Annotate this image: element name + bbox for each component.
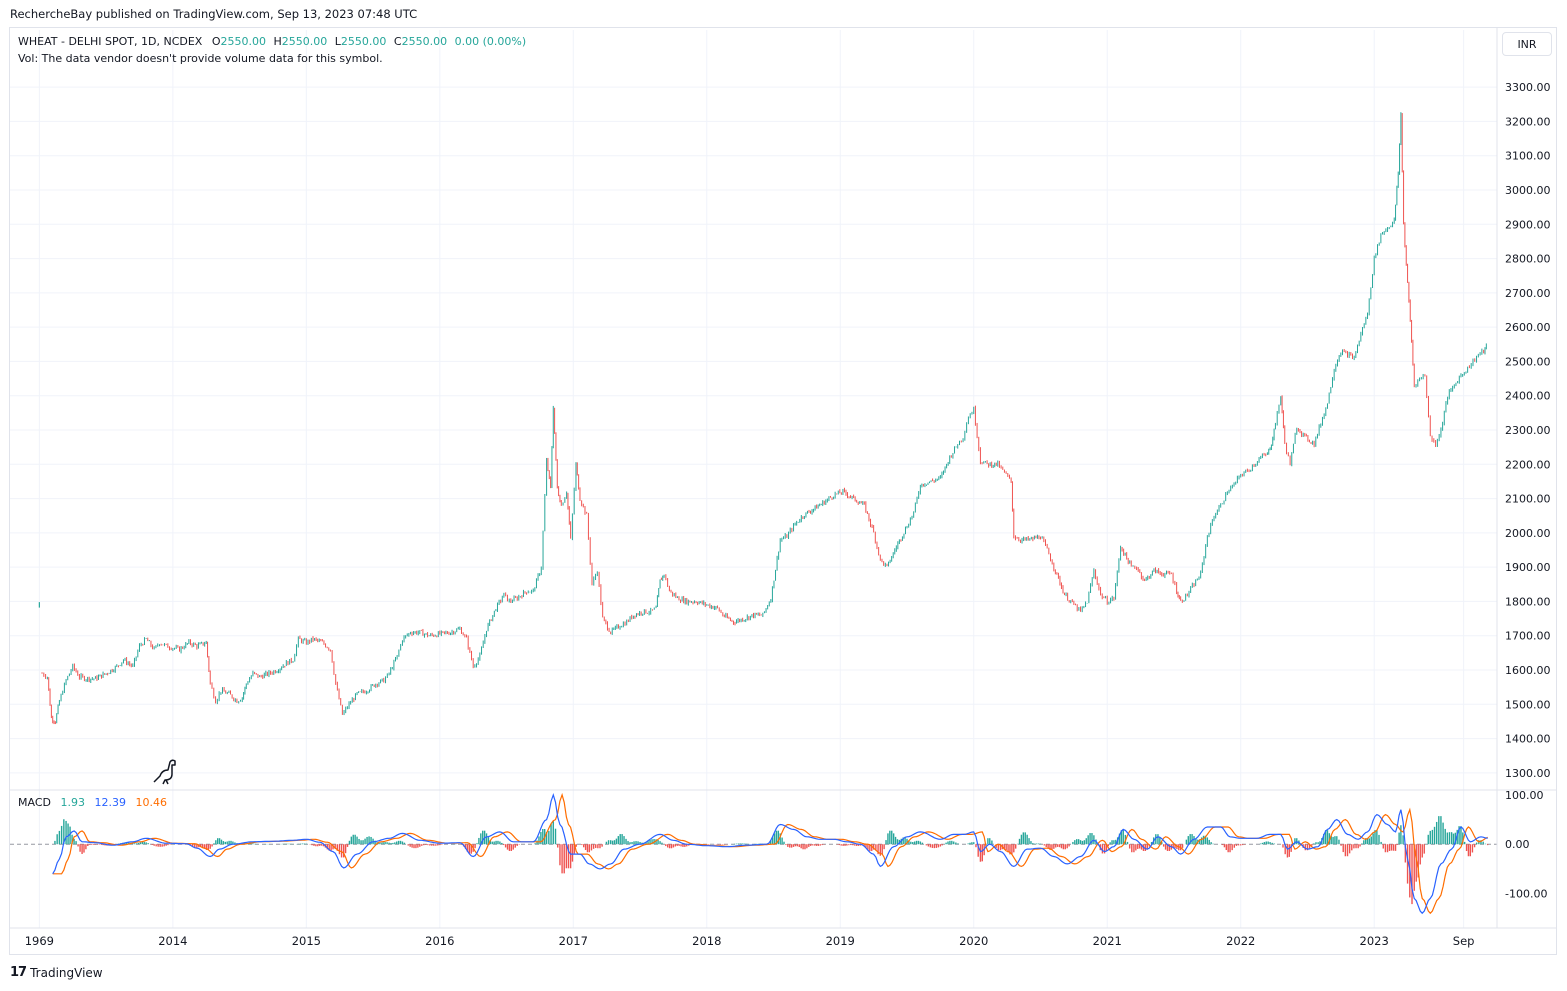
y-tick-label: 1600.00: [1505, 664, 1551, 677]
high-value: 2550.00: [281, 35, 328, 48]
low-label: L: [334, 35, 341, 48]
y-tick-label: 2000.00: [1505, 527, 1551, 540]
chart-frame: [9, 27, 1557, 955]
y-tick-label: 2500.00: [1505, 355, 1551, 368]
y-tick-label: 1400.00: [1505, 733, 1551, 746]
x-tick-label: 2016: [425, 934, 454, 948]
symbol-legend: WHEAT - DELHI SPOT, 1D, NCDEX O2550.00 H…: [18, 35, 526, 48]
macd-y-tick-label: -100.00: [1505, 888, 1547, 901]
x-tick-label: 2023: [1360, 934, 1389, 948]
x-tick-label: 2015: [292, 934, 321, 948]
symbol-name: WHEAT - DELHI SPOT, 1D, NCDEX: [18, 35, 203, 48]
open-value: 2550.00: [220, 35, 267, 48]
x-tick-label: 2019: [826, 934, 855, 948]
x-tick-label: 2014: [158, 934, 187, 948]
close-value: 2550.00: [401, 35, 448, 48]
y-tick-label: 1300.00: [1505, 767, 1551, 780]
low-value: 2550.00: [340, 35, 387, 48]
macd-y-tick-label: 0.00: [1505, 838, 1530, 851]
macd-line: [52, 792, 1488, 915]
y-tick-label: 3300.00: [1505, 81, 1551, 94]
volume-note: Vol: The data vendor doesn't provide vol…: [18, 52, 383, 65]
x-tick-label: Sep: [1453, 934, 1475, 948]
y-tick-label: 2700.00: [1505, 287, 1551, 300]
x-tick-label: 2018: [692, 934, 721, 948]
y-tick-label: 2600.00: [1505, 321, 1551, 334]
grid-lines: [10, 30, 1497, 928]
axes: 3300.00 3200.00 3100.00 3000.00 2900.00 2800.…: [10, 28, 1556, 948]
macd-histogram-value: 1.93: [60, 796, 85, 809]
y-tick-label: 2200.00: [1505, 458, 1551, 471]
y-tick-label: 1800.00: [1505, 595, 1551, 608]
macd-legend: MACD 1.93 12.39 10.46: [18, 796, 167, 809]
macd-y-tick-label: 100.00: [1505, 789, 1544, 802]
footer-brand[interactable]: 𝟭𝟳 TradingView: [10, 965, 103, 980]
x-tick-label: 2017: [559, 934, 588, 948]
macd-series: [10, 792, 1497, 915]
close-label: C: [393, 35, 402, 48]
open-label: O: [211, 35, 221, 48]
y-tick-label: 1900.00: [1505, 561, 1551, 574]
macd-label: MACD: [18, 796, 51, 809]
macd-line-value: 12.39: [94, 796, 126, 809]
y-tick-label: 3100.00: [1505, 150, 1551, 163]
x-tick-label: 2020: [959, 934, 988, 948]
y-tick-label: 1500.00: [1505, 698, 1551, 711]
y-tick-label: 3000.00: [1505, 184, 1551, 197]
y-tick-label: 2100.00: [1505, 493, 1551, 506]
change-value: 0.00 (0.00%): [454, 35, 527, 48]
published-line: RechercheBay published on TradingView.co…: [10, 7, 418, 21]
x-tick-label: 1969: [25, 934, 54, 948]
y-tick-label: 2400.00: [1505, 390, 1551, 403]
macd-signal-value: 10.46: [135, 796, 167, 809]
x-tick-label: 2022: [1226, 934, 1255, 948]
tradingview-logo-icon: 𝟭𝟳: [10, 965, 27, 980]
y-tick-label: 2800.00: [1505, 253, 1551, 266]
y-tick-label: 3200.00: [1505, 115, 1551, 128]
high-label: H: [273, 35, 282, 48]
dinosaur-icon: [153, 759, 176, 785]
currency-button[interactable]: INR: [1502, 32, 1552, 56]
y-tick-label: 2900.00: [1505, 218, 1551, 231]
y-tick-label: 2300.00: [1505, 424, 1551, 437]
brand-name: TradingView: [30, 965, 103, 980]
y-tick-label: 1700.00: [1505, 630, 1551, 643]
price-series: [38, 112, 1487, 725]
x-tick-label: 2021: [1093, 934, 1122, 948]
macd-signal-line: [52, 792, 1488, 915]
